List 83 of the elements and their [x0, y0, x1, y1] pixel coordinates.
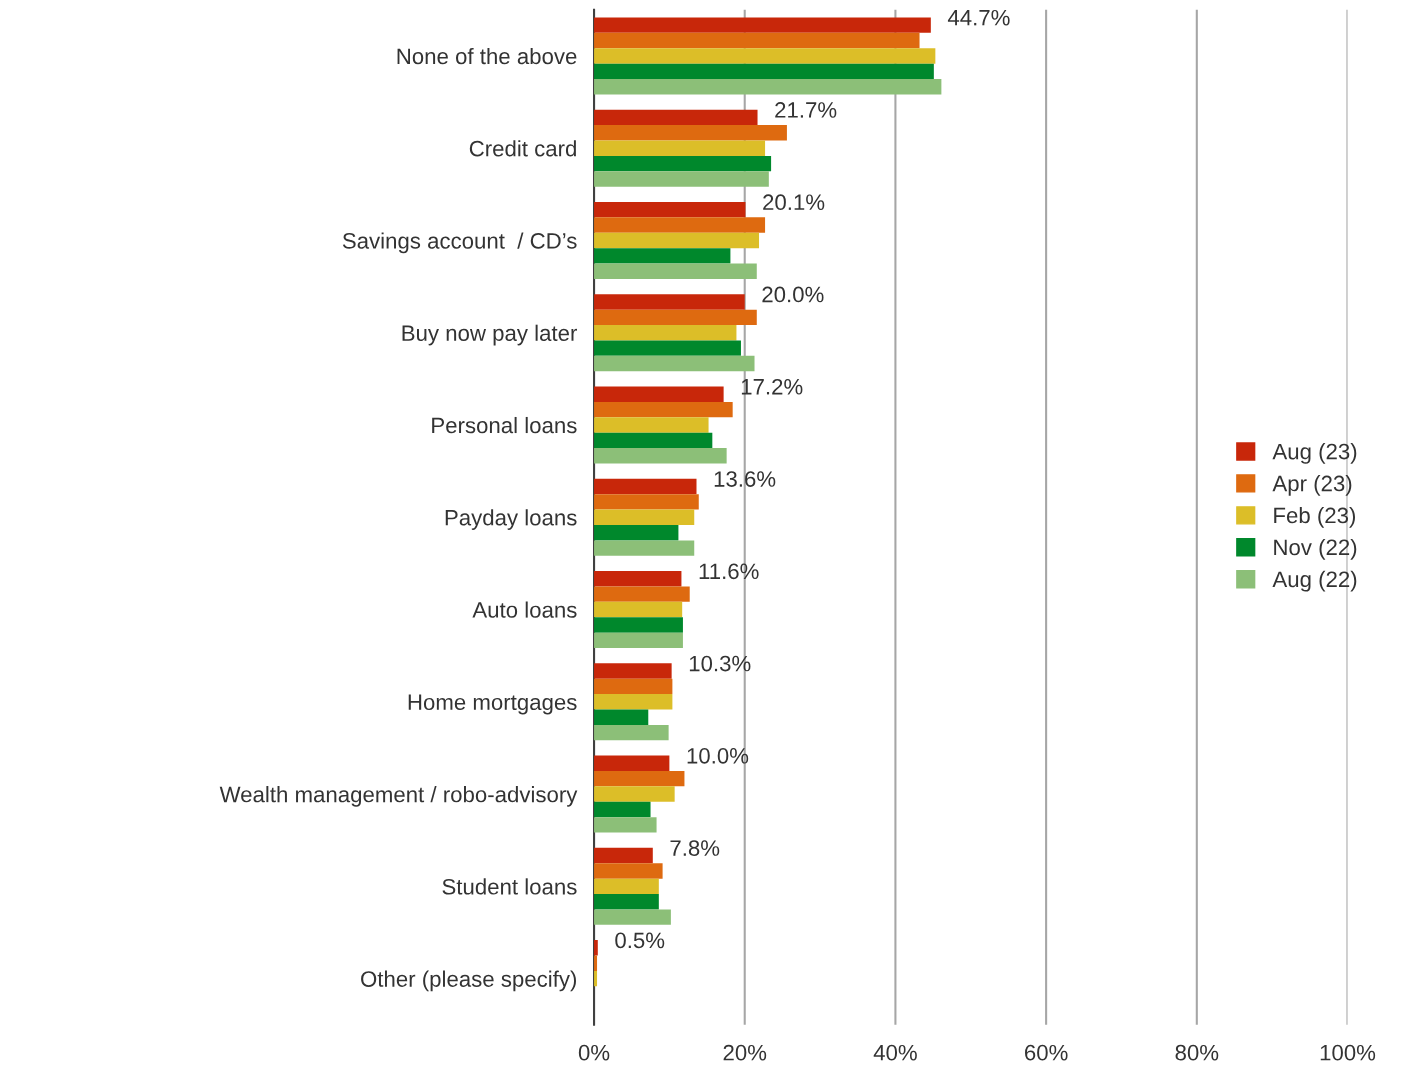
- data-label: 21.7%: [775, 102, 837, 118]
- data-label: 11.6%: [699, 563, 759, 580]
- bar: [594, 509, 695, 525]
- bar: [594, 294, 745, 310]
- bar: [594, 694, 673, 710]
- bar: [594, 494, 699, 510]
- data-label: 10.0%: [687, 747, 749, 764]
- y-tick-label: Home mortgages: [408, 694, 577, 715]
- bar: [594, 201, 746, 218]
- bar: [594, 770, 685, 787]
- bar: [594, 586, 690, 602]
- data-label: 0.5%: [615, 932, 665, 949]
- data-label: 7.8%: [670, 840, 720, 856]
- bar: [594, 232, 760, 249]
- data-label: 13.6%: [714, 471, 776, 487]
- x-tick-label: 60%: [1025, 1044, 1068, 1061]
- bar: [594, 786, 675, 802]
- y-tick-label: Credit card: [469, 140, 576, 157]
- bar: [594, 309, 757, 326]
- bar: [594, 863, 663, 879]
- bar: [594, 817, 657, 833]
- y-tick-label: None of the above: [397, 47, 577, 65]
- bar: [594, 663, 672, 679]
- y-tick-label: Auto loans: [472, 601, 577, 618]
- legend-label: Aug (22): [1272, 570, 1357, 592]
- data-label: 20.1%: [763, 194, 825, 211]
- bar: [594, 432, 713, 449]
- bar: [594, 878, 659, 895]
- bar: [594, 125, 787, 141]
- bar: [594, 417, 709, 433]
- bar: [594, 17, 931, 33]
- bar: [594, 448, 727, 464]
- y-tick-label: Student loans: [442, 878, 577, 895]
- bar: [594, 217, 766, 233]
- x-tick-label: 100%: [1320, 1044, 1376, 1061]
- data-label: 20.0%: [762, 286, 824, 303]
- bar: [594, 386, 724, 402]
- y-tick-label: Personal loans: [432, 416, 577, 434]
- bar: [594, 524, 679, 541]
- bar: [594, 847, 653, 864]
- legend-label: Aug (23): [1272, 443, 1357, 464]
- bar: [594, 263, 757, 279]
- y-tick-label: Other (please specify): [361, 970, 576, 992]
- bar: [594, 48, 936, 64]
- bar: [594, 617, 683, 633]
- y-tick-label: Buy now pay later: [402, 324, 578, 346]
- bar: [594, 355, 755, 372]
- bar: [594, 709, 649, 725]
- bar: [594, 478, 697, 495]
- x-tick-label: 20%: [723, 1044, 767, 1061]
- x-tick-label: 80%: [1175, 1044, 1219, 1061]
- bar: [594, 248, 731, 264]
- legend-label: Feb (23): [1274, 506, 1356, 528]
- bar: [594, 32, 920, 49]
- bar: [594, 109, 758, 126]
- bar: [594, 401, 733, 418]
- data-label: 17.2%: [741, 378, 803, 395]
- bar: [594, 540, 695, 556]
- bar: [594, 724, 669, 741]
- bar: [594, 340, 741, 356]
- x-tick-label: 40%: [873, 1044, 917, 1061]
- y-tick-label: Wealth management / robo-advisory: [219, 786, 578, 807]
- bar: [594, 171, 769, 187]
- data-label: 10.3%: [689, 655, 751, 672]
- y-tick-label: Payday loans: [445, 509, 577, 530]
- bar: [594, 601, 683, 618]
- legend-label: Apr (23): [1272, 475, 1352, 496]
- x-tick-label: 0%: [578, 1044, 610, 1061]
- bar: [594, 79, 942, 95]
- bar: [594, 155, 772, 172]
- bar: [594, 63, 934, 80]
- y-tick-label: Savings account / CD’s: [342, 232, 577, 254]
- bar: [594, 325, 737, 341]
- bar: [594, 894, 659, 910]
- bar: [594, 678, 673, 695]
- bar: [594, 801, 651, 818]
- bar: [594, 755, 670, 771]
- bar: [594, 632, 683, 649]
- data-label: 44.7%: [947, 9, 1010, 26]
- legend-label: Nov (22): [1274, 538, 1357, 560]
- bar: [594, 571, 682, 587]
- bar: [594, 909, 671, 925]
- bar: [594, 140, 766, 156]
